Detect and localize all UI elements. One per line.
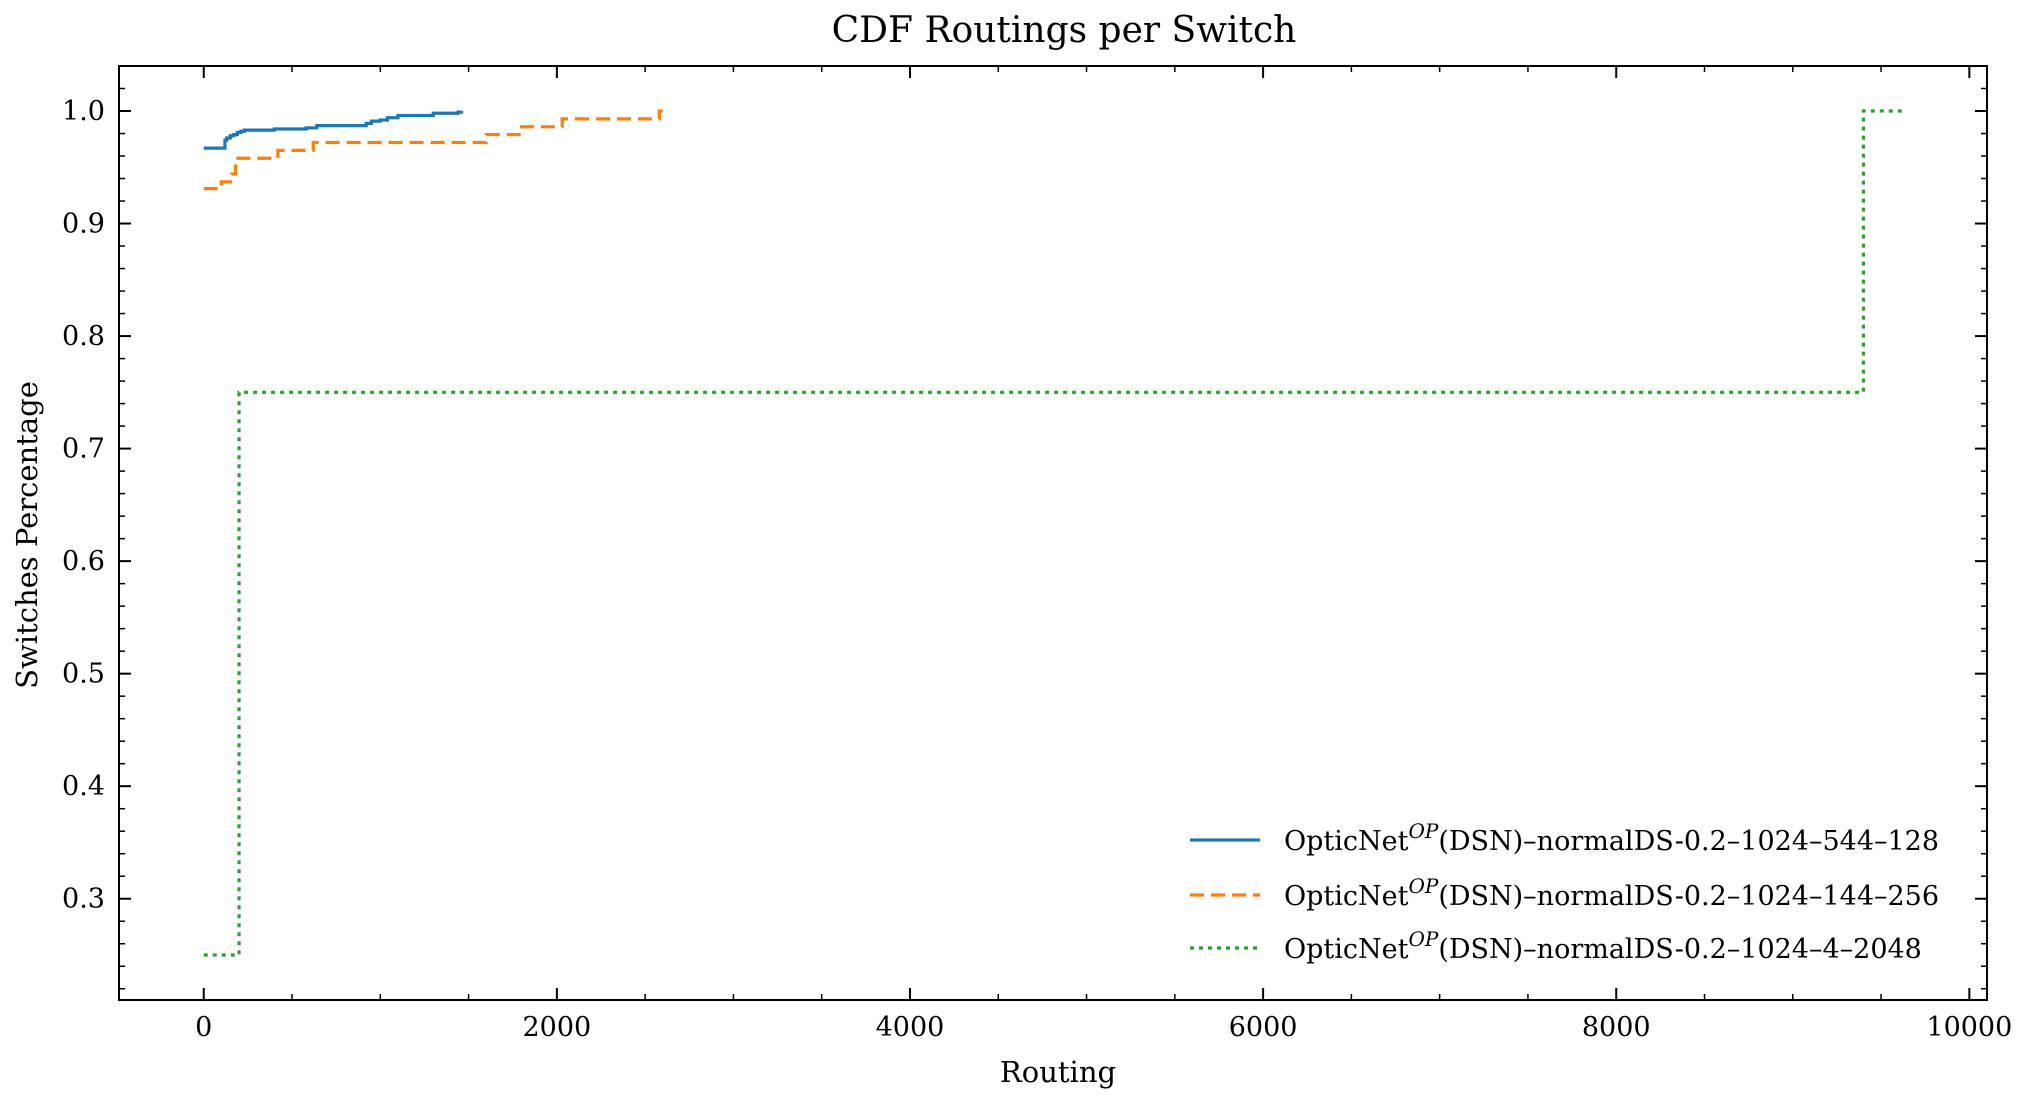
x-axis-label: Routing <box>1000 1055 1116 1089</box>
y-axis-label: Switches Percentage <box>10 381 44 689</box>
legend-label-3: OpticNetOP(DSN)–normalDS-0.2–1024–4–2048 <box>1284 927 1922 965</box>
legend: OpticNetOP(DSN)–normalDS-0.2–1024–544–12… <box>1190 819 1939 965</box>
y-tick-label: 0.4 <box>62 771 105 802</box>
y-tick-label: 0.9 <box>62 209 105 240</box>
series-line-3 <box>203 109 1903 957</box>
y-tick-label: 0.8 <box>62 321 105 352</box>
y-tick-label: 0.7 <box>62 434 105 465</box>
y-tick-label: 0.3 <box>62 884 105 915</box>
y-tick-label: 0.5 <box>62 659 105 690</box>
legend-label-1: OpticNetOP(DSN)–normalDS-0.2–1024–544–12… <box>1284 819 1939 857</box>
x-tick-label: 6000 <box>1229 1012 1298 1043</box>
x-tick-label: 0 <box>195 1012 212 1043</box>
y-tick-label: 0.6 <box>62 546 105 577</box>
x-tick-label: 10000 <box>1926 1012 2012 1043</box>
x-tick-label: 4000 <box>876 1012 945 1043</box>
y-tick-label: 1.0 <box>62 96 105 127</box>
chart-title: CDF Routings per Switch <box>832 10 1297 51</box>
legend-label-2: OpticNetOP(DSN)–normalDS-0.2–1024–144–25… <box>1284 874 1939 912</box>
series-line-2 <box>203 109 663 191</box>
plot-area <box>203 109 1903 957</box>
x-tick-label: 2000 <box>523 1012 592 1043</box>
x-tick-label: 8000 <box>1582 1012 1651 1043</box>
series-line-1 <box>203 110 464 150</box>
plot-frame <box>118 65 1988 1001</box>
